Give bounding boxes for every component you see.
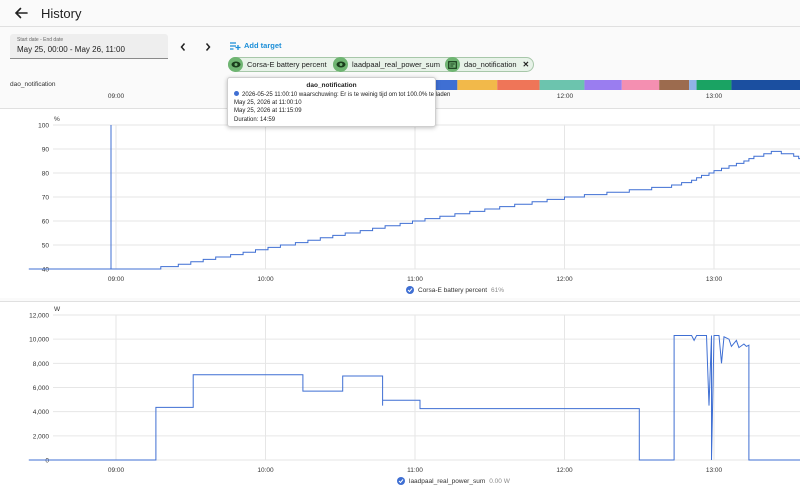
x-tick-label: 12:00 — [556, 467, 573, 474]
timeline-segment — [659, 80, 690, 90]
legend-series-value: 61% — [491, 286, 505, 294]
target-chip-label: laadpaal_real_power_sum — [352, 60, 440, 69]
battery-chart-card: 40 50 60 70 80 90 100% 09:00 10:00 11:00 12:00 13:0… — [0, 108, 800, 298]
power-legend[interactable]: laadpaal_real_power_sum 0.00 W — [397, 477, 510, 485]
tooltip-end-time: May 25, 2026 at 11:15:09 — [234, 108, 302, 114]
target-chip-label: dao_notification — [464, 60, 517, 69]
battery-legend[interactable]: Corsa-E battery percent 61% — [406, 286, 504, 294]
target-chip-notification[interactable]: dao_notification ✕ — [445, 57, 535, 72]
legend-series-name: laadpaal_real_power_sum — [409, 477, 486, 485]
back-arrow-icon[interactable] — [10, 2, 32, 24]
x-tick-label: 09:00 — [108, 467, 125, 474]
x-tick-label: 10:00 — [257, 276, 274, 283]
tooltip-event-line: 2026-05-25 11:00:10 waarschuwing: Er is … — [234, 91, 450, 100]
text-box-icon — [445, 57, 460, 72]
series-line — [28, 125, 800, 270]
target-chip-power[interactable]: laadpaal_real_power_sum ✕ — [333, 57, 458, 72]
add-target-button[interactable]: Add target — [229, 38, 282, 53]
timeline-segment — [689, 80, 697, 90]
y-tick-label: 12,000 — [29, 313, 49, 320]
y-tick-label: 4,000 — [33, 409, 50, 416]
tooltip-start-time: May 25, 2026 at 11:00:10 — [234, 99, 302, 106]
x-tick-label: 10:00 — [257, 467, 274, 474]
add-target-label: Add target — [244, 41, 282, 50]
x-tick-label: 11:00 — [407, 276, 423, 283]
date-range-label: Start date - End date — [17, 37, 64, 43]
x-tick-label: 09:00 — [108, 276, 125, 283]
y-tick-label: 0 — [45, 458, 49, 465]
y-tick-label: 70 — [42, 195, 50, 202]
timeline-segment — [415, 80, 458, 90]
timeline-segment — [584, 80, 622, 90]
timeline-tick: 13:00 — [705, 93, 723, 100]
power-chart-card: 0 2,000 4,000 6,000 8,000 10,000 12,000 W 09:00 1… — [0, 301, 800, 491]
x-tick-label: 13:00 — [706, 467, 723, 474]
eye-icon — [333, 57, 348, 72]
timeline-tick: 09:00 — [107, 93, 125, 100]
x-tick-label: 12:00 — [556, 276, 573, 283]
timeline-segment — [696, 80, 732, 90]
tooltip-title: dao_notification — [306, 82, 357, 89]
target-chip-battery[interactable]: Corsa-E battery percent ✕ — [228, 57, 345, 72]
date-range-picker[interactable]: Start date - End date May 25, 00:00 - Ma… — [10, 34, 168, 59]
y-axis-unit-label: W — [54, 306, 61, 313]
target-chip-label: Corsa-E battery percent — [247, 60, 327, 69]
x-tick-label: 13:00 — [706, 276, 723, 283]
timeline-segment — [457, 80, 498, 90]
timeline-entity-label: dao_notification — [10, 81, 56, 88]
playlist-add-icon — [230, 41, 241, 50]
series-dot-icon — [234, 91, 239, 96]
timeline-segment — [621, 80, 660, 90]
checkbox-checked-icon — [406, 286, 414, 294]
page-title: History — [41, 6, 82, 21]
y-tick-label: 100 — [38, 123, 49, 130]
x-tick-label: 11:00 — [407, 467, 423, 474]
timeline-tick: 12:00 — [556, 93, 574, 100]
timeline-segment — [731, 80, 800, 90]
tooltip-event-text: 2026-05-25 11:00:10 waarschuwing: Er is … — [242, 92, 451, 98]
y-tick-label: 50 — [42, 243, 50, 250]
event-tooltip: dao_notification 2026-05-25 11:00:10 waa… — [227, 77, 450, 127]
battery-chart[interactable]: 40 50 60 70 80 90 100% 09:00 10:00 11:00 12:00 13:0… — [0, 109, 800, 284]
top-app-bar: History — [0, 0, 800, 27]
date-range-value: May 25, 00:00 - May 26, 11:00 — [17, 45, 125, 54]
timeline-bar[interactable] — [0, 80, 800, 90]
next-period-button[interactable] — [203, 40, 213, 52]
remove-target-close-icon[interactable]: ✕ — [522, 60, 530, 69]
y-tick-label: 10,000 — [29, 337, 49, 344]
y-tick-label: 8,000 — [33, 361, 50, 368]
eye-icon — [228, 57, 243, 72]
y-tick-label: 80 — [42, 171, 50, 178]
y-tick-label: 40 — [42, 267, 50, 274]
y-axis-unit-label: % — [54, 116, 60, 123]
y-tick-label: 60 — [42, 219, 50, 226]
checkbox-checked-icon — [397, 477, 405, 485]
previous-period-button[interactable] — [178, 40, 188, 52]
y-tick-label: 6,000 — [33, 385, 50, 392]
timeline-segment — [539, 80, 585, 90]
y-tick-label: 2,000 — [33, 433, 50, 440]
legend-series-name: Corsa-E battery percent — [418, 286, 488, 294]
tooltip-duration: Duration: 14:59 — [234, 116, 276, 123]
legend-series-value: 0.00 W — [489, 477, 510, 485]
y-tick-label: 90 — [42, 147, 50, 154]
series-line — [28, 335, 800, 461]
power-chart[interactable]: 0 2,000 4,000 6,000 8,000 10,000 12,000 W 09:00 1… — [0, 302, 800, 477]
timeline-segment — [497, 80, 540, 90]
